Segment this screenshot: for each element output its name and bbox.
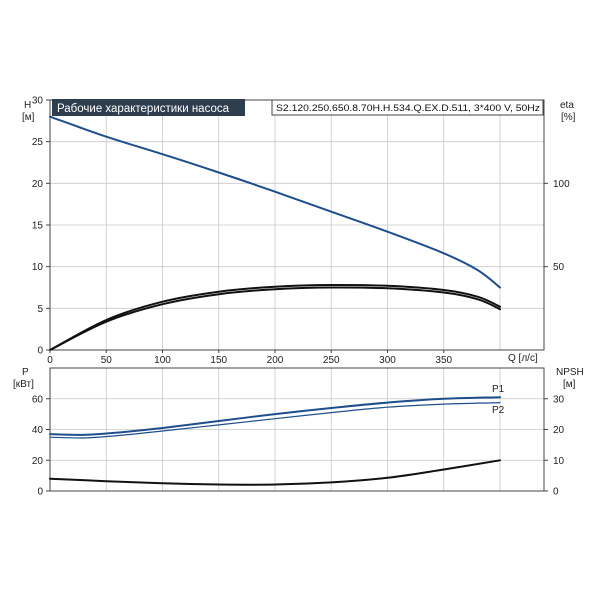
- y-right-label-top-1: eta: [560, 100, 574, 111]
- top-series-1-line: [49, 283, 501, 351]
- top-xtick-label: 350: [435, 355, 452, 366]
- top-xtick-label: 250: [323, 355, 340, 366]
- top-series-2-line: [49, 286, 501, 351]
- top-series-0-line: [49, 115, 501, 289]
- top-y2tick-label: 100: [553, 179, 570, 190]
- bottom-y2tick-label: 0: [553, 487, 559, 498]
- bottom-ytick-label: 40: [32, 425, 44, 436]
- bottom-y2tick-label: 10: [553, 456, 565, 467]
- y-left-label-top-1: H: [24, 100, 31, 111]
- y-left-label-top-2: [м]: [22, 112, 35, 123]
- bottom-chart-grid: [50, 368, 544, 491]
- top-chart-ticks: 0 5 10 15 20 25 30 50 100 0 50 100 150 200 250 300 350: [32, 96, 570, 367]
- y-right-label-bottom-1: NPSH: [556, 367, 584, 378]
- top-ytick-label: 5: [37, 304, 43, 315]
- y-right-label-top-2: [%]: [561, 112, 576, 123]
- top-xtick-label: 200: [267, 355, 284, 366]
- top-xtick-label: 50: [101, 355, 113, 366]
- y-left-label-bottom-2: [кВт]: [13, 379, 34, 390]
- bottom-y2tick-label: 20: [553, 425, 565, 436]
- top-ytick-label: 10: [32, 262, 44, 273]
- chart-title: Рабочие характеристики насоса: [57, 103, 230, 115]
- y-right-label-bottom-2: [м]: [563, 379, 576, 390]
- bottom-y2tick-label: 30: [553, 394, 565, 405]
- top-ytick-label: 0: [37, 346, 43, 357]
- bottom-ytick-label: 0: [37, 487, 43, 498]
- top-y2tick-label: 50: [553, 262, 565, 273]
- y-left-label-bottom-1: P: [22, 367, 29, 378]
- bottom-series-0-line: [49, 396, 501, 436]
- top-ytick-label: 25: [32, 137, 44, 148]
- bottom-series-1-line: [49, 402, 501, 439]
- bottom-ytick-label: 60: [32, 394, 44, 405]
- model-box: [271, 99, 544, 116]
- series-label-p1: P1: [492, 384, 505, 395]
- bottom-ytick-label: 20: [32, 456, 44, 467]
- x-axis-label: Q [л/с]: [508, 353, 538, 364]
- top-ytick-label: 20: [32, 179, 44, 190]
- top-chart-series: [49, 115, 501, 351]
- top-xtick-label: 100: [154, 355, 171, 366]
- model-label: S2.120.250.650.8.70H.H.534.Q.EX.D.511, 3…: [276, 103, 541, 113]
- top-chart-grid: [50, 100, 544, 350]
- bottom-chart-ticks: 0 20 40 60 0 10 20 30: [32, 394, 565, 497]
- top-xtick-label: 0: [47, 355, 53, 366]
- bottom-series-2-line: [49, 459, 501, 486]
- title-box: [52, 99, 245, 116]
- series-label-p2: P2: [492, 405, 505, 416]
- top-xtick-label: 300: [379, 355, 396, 366]
- top-ytick-label: 30: [32, 96, 44, 107]
- top-ytick-label: 15: [32, 221, 44, 232]
- top-xtick-label: 150: [210, 355, 227, 366]
- bottom-chart-series: [49, 396, 501, 486]
